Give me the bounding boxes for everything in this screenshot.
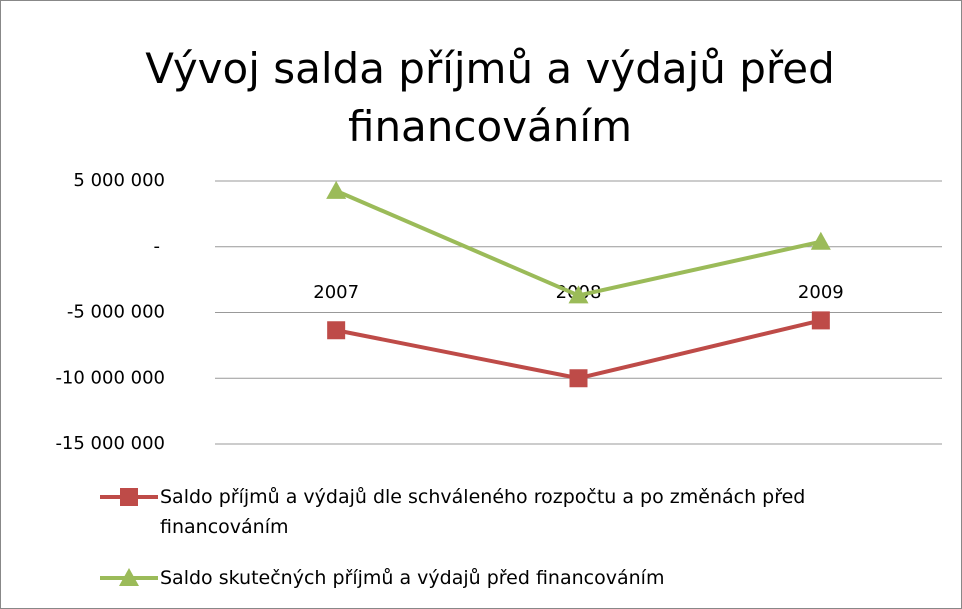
data-point [326, 180, 347, 199]
data-point [810, 231, 831, 250]
y-tick-label: 5 000 000 [73, 170, 165, 191]
data-point [811, 311, 830, 330]
x-tick-label: 2009 [798, 282, 844, 303]
series-line [335, 189, 822, 298]
legend-label: Saldo skutečných příjmů a výdajů před fi… [160, 567, 665, 589]
legend-marker [120, 488, 138, 506]
y-tick-label: -5 000 000 [67, 302, 165, 323]
data-point [569, 369, 588, 388]
chart-title: Vývoj salda příjmů a výdajů před financo… [145, 44, 835, 151]
x-tick-label: 2007 [313, 282, 359, 303]
y-tick-label: -15 000 000 [55, 433, 165, 454]
legend-label: Saldo příjmů a výdajů dle schváleného ro… [160, 486, 806, 538]
y-tick-label: -10 000 000 [55, 367, 165, 388]
y-tick-label: - [154, 236, 161, 257]
data-point [568, 285, 589, 304]
legend-marker [119, 568, 139, 586]
data-point [327, 321, 346, 340]
